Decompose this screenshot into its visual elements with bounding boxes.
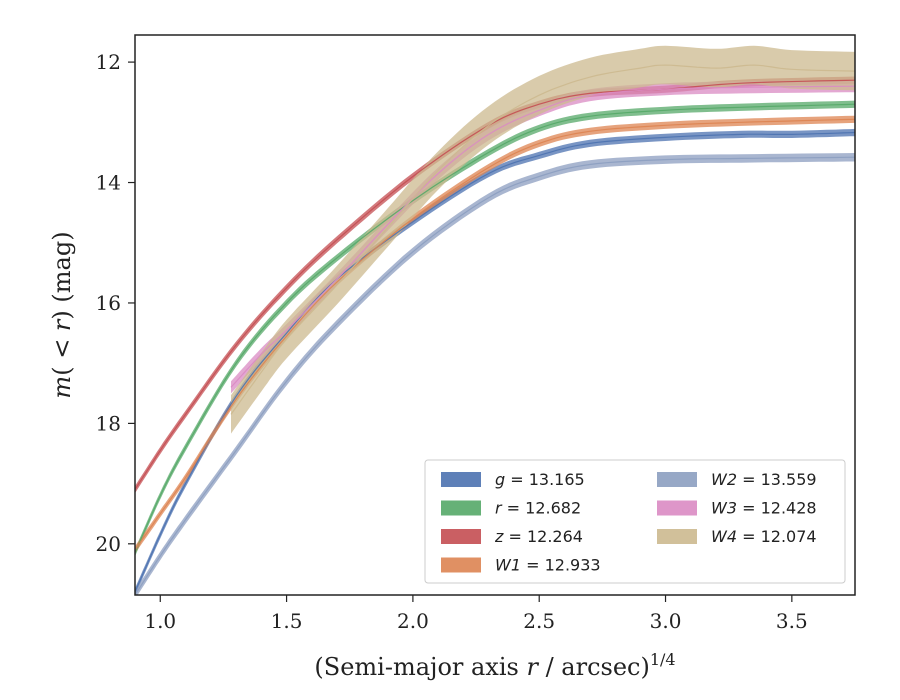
- x-tick-label: 1.0: [144, 609, 176, 633]
- legend-swatch-w3: [657, 500, 697, 516]
- series-bands: [135, 45, 855, 595]
- y-axis-label: m( < r) (mag): [48, 231, 76, 398]
- legend: g = 13.165 r = 12.682 z = 12.264 W1 = 12.93…: [424, 459, 846, 584]
- y-label-pre: m: [48, 376, 76, 399]
- series-lines: [135, 64, 855, 595]
- x-tick-label: 3.5: [776, 609, 808, 633]
- x-label-var: r: [526, 653, 539, 681]
- legend-box: [424, 459, 846, 584]
- x-label-rest: / arcsec): [538, 653, 650, 681]
- y-tick-label: 20: [96, 532, 121, 556]
- y-label-post: ) (mag): [48, 231, 76, 319]
- legend-swatch-g: [441, 472, 481, 487]
- y-tick-label: 14: [96, 171, 121, 195]
- series-band-w4: [231, 45, 855, 434]
- y-tick-label: 16: [96, 291, 121, 315]
- series-line-z: [135, 79, 855, 490]
- legend-label-w1: W1 = 12.933: [495, 556, 601, 575]
- series-line-w1: [135, 118, 855, 551]
- y-tick-label: 12: [96, 50, 121, 74]
- series-line-w2: [135, 156, 855, 595]
- legend-label-w4: W4 = 12.074: [711, 527, 817, 546]
- x-tick-label: 3.0: [650, 609, 682, 633]
- legend-swatch-w1: [441, 557, 481, 573]
- legend-label-z: z = 12.264: [494, 527, 583, 546]
- x-label-main: (Semi-major axis: [314, 653, 526, 681]
- x-tick-label: 2.0: [397, 609, 429, 633]
- legend-label-r: r = 12.682: [495, 499, 581, 518]
- series-line-w3: [230, 85, 855, 388]
- x-tick-label: 1.5: [271, 609, 303, 633]
- plot-frame: [134, 34, 856, 596]
- x-tick-label: 2.5: [523, 609, 555, 633]
- series-line-r: [135, 103, 855, 554]
- legend-swatch-w4: [657, 529, 697, 544]
- series-line-g: [135, 131, 855, 593]
- legend-label-w3: W3 = 12.428: [711, 499, 817, 518]
- x-axis-label: (Semi-major axis r / arcsec)1/4: [314, 650, 675, 681]
- y-label-var: r: [48, 318, 76, 331]
- legend-swatch-z: [441, 529, 481, 544]
- y-axis-ticks: 12 14 16 18 20: [96, 50, 135, 556]
- y-label-mid: ( <: [48, 331, 76, 376]
- y-tick-label: 18: [96, 411, 121, 435]
- x-label-sup: 1/4: [650, 650, 676, 669]
- legend-label-g: g = 13.165: [495, 470, 585, 489]
- legend-swatch-r: [441, 500, 481, 516]
- legend-swatch-w2: [657, 472, 697, 487]
- series-line-w4: [230, 64, 855, 415]
- legend-label-w2: W2 = 13.559: [711, 470, 817, 489]
- x-axis-ticks: 1.0 1.5 2.0 2.5 3.0 3.5: [144, 595, 808, 633]
